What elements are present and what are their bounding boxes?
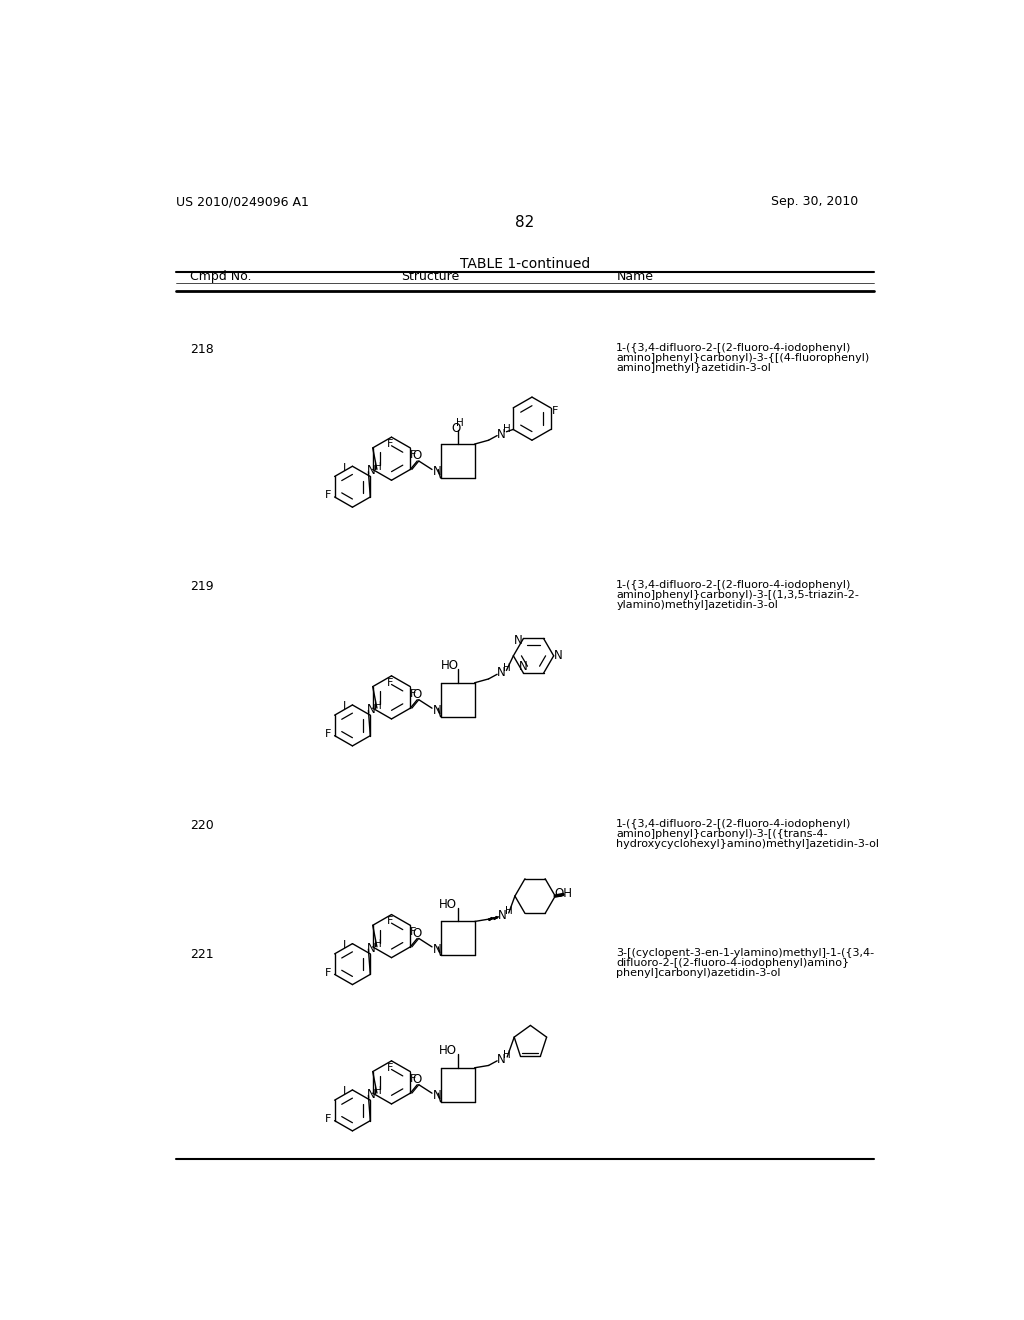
Text: 1-({3,4-difluoro-2-[(2-fluoro-4-iodophenyl): 1-({3,4-difluoro-2-[(2-fluoro-4-iodophen…: [616, 818, 852, 829]
Text: Cmpd No.: Cmpd No.: [190, 271, 252, 284]
Text: F: F: [410, 927, 416, 937]
Text: TABLE 1-continued: TABLE 1-continued: [460, 257, 590, 271]
Text: F: F: [387, 440, 393, 449]
Text: O: O: [413, 1073, 422, 1086]
Text: N: N: [497, 428, 505, 441]
Text: H: H: [374, 1086, 382, 1096]
Text: N: N: [514, 635, 522, 647]
Text: O: O: [413, 688, 422, 701]
Text: N: N: [433, 465, 441, 478]
Text: amino]methyl}azetidin-3-ol: amino]methyl}azetidin-3-ol: [616, 363, 771, 374]
Text: amino]phenyl}carbonyl)-3-{[(4-fluorophenyl): amino]phenyl}carbonyl)-3-{[(4-fluorophen…: [616, 354, 869, 363]
Text: Name: Name: [616, 271, 653, 284]
Text: Sep. 30, 2010: Sep. 30, 2010: [771, 195, 858, 209]
Text: H: H: [456, 417, 464, 428]
Text: 219: 219: [190, 581, 214, 594]
Text: F: F: [410, 689, 416, 698]
Text: amino]phenyl}carbonyl)-3-[(1,3,5-triazin-2-: amino]phenyl}carbonyl)-3-[(1,3,5-triazin…: [616, 590, 859, 601]
Text: N: N: [498, 908, 507, 921]
Text: hydroxycyclohexyl}amino)methyl]azetidin-3-ol: hydroxycyclohexyl}amino)methyl]azetidin-…: [616, 840, 880, 849]
Text: I: I: [343, 463, 346, 473]
Text: N: N: [497, 667, 505, 680]
Text: N: N: [497, 1053, 505, 1065]
Text: F: F: [552, 407, 558, 416]
Text: O: O: [413, 927, 422, 940]
Text: F: F: [410, 450, 416, 459]
Text: F: F: [387, 916, 393, 927]
Text: 218: 218: [190, 343, 214, 356]
Text: N: N: [368, 941, 376, 954]
Text: N: N: [554, 649, 563, 663]
Text: N: N: [368, 465, 376, 478]
Text: N: N: [433, 704, 441, 717]
Text: N: N: [368, 704, 376, 717]
Text: HO: HO: [440, 659, 459, 672]
Text: 221: 221: [190, 948, 214, 961]
Text: 220: 220: [190, 818, 214, 832]
Text: H: H: [374, 701, 382, 710]
Text: F: F: [326, 968, 332, 978]
Text: O: O: [413, 449, 422, 462]
Text: F: F: [387, 677, 393, 688]
Text: N: N: [368, 1088, 376, 1101]
Text: HO: HO: [438, 1044, 457, 1057]
Text: F: F: [326, 729, 332, 739]
Text: H: H: [374, 462, 382, 473]
Text: US 2010/0249096 A1: US 2010/0249096 A1: [176, 195, 309, 209]
Text: 82: 82: [515, 215, 535, 230]
Text: H: H: [505, 906, 513, 916]
Text: HO: HO: [438, 898, 457, 911]
Text: F: F: [326, 491, 332, 500]
Text: Structure: Structure: [401, 271, 460, 284]
Text: H: H: [374, 940, 382, 949]
Text: H: H: [503, 663, 511, 673]
Text: H: H: [503, 1049, 511, 1060]
Text: I: I: [343, 940, 346, 950]
Text: 1-({3,4-difluoro-2-[(2-fluoro-4-iodophenyl): 1-({3,4-difluoro-2-[(2-fluoro-4-iodophen…: [616, 581, 852, 590]
Text: amino]phenyl}carbonyl)-3-[({trans-4-: amino]phenyl}carbonyl)-3-[({trans-4-: [616, 829, 827, 840]
Text: O: O: [452, 422, 461, 436]
Text: N: N: [433, 1089, 441, 1102]
Text: N: N: [433, 942, 441, 956]
Text: phenyl]carbonyl)azetidin-3-ol: phenyl]carbonyl)azetidin-3-ol: [616, 968, 780, 978]
Text: 3-[(cyclopent-3-en-1-ylamino)methyl]-1-({3,4-: 3-[(cyclopent-3-en-1-ylamino)methyl]-1-(…: [616, 948, 874, 957]
Text: I: I: [343, 701, 346, 711]
Text: F: F: [410, 1073, 416, 1084]
Text: OH: OH: [554, 887, 572, 900]
Text: 1-({3,4-difluoro-2-[(2-fluoro-4-iodophenyl): 1-({3,4-difluoro-2-[(2-fluoro-4-iodophen…: [616, 343, 852, 354]
Text: F: F: [326, 1114, 332, 1125]
Text: H: H: [503, 425, 511, 434]
Text: I: I: [343, 1086, 346, 1097]
Text: N: N: [519, 660, 527, 673]
Text: F: F: [387, 1063, 393, 1073]
Text: difluoro-2-[(2-fluoro-4-iodophenyl)amino}: difluoro-2-[(2-fluoro-4-iodophenyl)amino…: [616, 958, 849, 968]
Text: ylamino)methyl]azetidin-3-ol: ylamino)methyl]azetidin-3-ol: [616, 601, 778, 610]
